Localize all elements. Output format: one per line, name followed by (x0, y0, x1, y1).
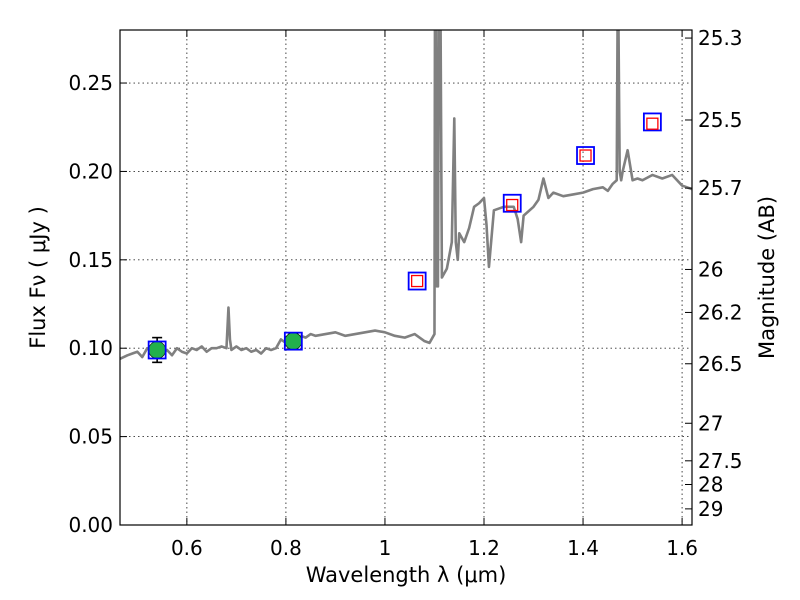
photometry-point (284, 332, 303, 350)
y-tick-label: 0.20 (68, 159, 113, 183)
mag-tick-label: 26.2 (698, 300, 743, 324)
observed-box-marker (506, 198, 519, 212)
model-box-marker (407, 271, 427, 291)
y-tick-label: 0.10 (68, 336, 113, 360)
mag-tick-label: 27.5 (698, 449, 743, 473)
y2-axis-label: Magnitude (AB) (755, 196, 779, 359)
y-axis-label: Flux Fν ( μJy ) (26, 206, 50, 349)
mag-tick-label: 28 (698, 472, 723, 496)
mag-tick-label: 26 (698, 257, 723, 281)
plot-frame (119, 29, 693, 526)
spectrum-layer (120, 30, 692, 360)
observed-box-marker (410, 274, 424, 288)
x-tick-label: 0.6 (171, 536, 203, 560)
x-tick-label: 1.6 (666, 536, 698, 560)
model-box-marker (283, 331, 303, 351)
mag-tick-label: 25.7 (698, 176, 743, 200)
x-tick-label: 0.8 (270, 536, 302, 560)
x-axis-label: Wavelength λ (μm) (306, 563, 507, 587)
x-tick-label: 1 (379, 536, 392, 560)
photometry-point (148, 341, 166, 359)
y-tick-label: 0.15 (68, 248, 113, 272)
model-box-marker (502, 193, 522, 213)
mag-tick-label: 27 (698, 411, 723, 435)
observed-box-marker (579, 149, 592, 162)
x-tick-label: 1.4 (567, 536, 599, 560)
model-box-marker (576, 146, 595, 165)
model-box-marker (147, 340, 167, 360)
y-tick-label: 0.25 (68, 71, 113, 95)
grid-layer (120, 30, 692, 526)
y-tick-label: 0.05 (68, 425, 113, 449)
spectrum-line (120, 30, 692, 360)
mag-tick-label: 26.5 (698, 352, 743, 376)
model-box-marker (642, 112, 662, 132)
ticks-layer: 0.6 0.8 1 1.2 1.4 1.6 0.00 0.05 0.10 0.15 0.20 0.25… (68, 26, 742, 560)
mag-tick-label: 25.3 (698, 26, 743, 50)
mag-tick-label: 29 (698, 497, 723, 521)
x-tick-label: 1.2 (468, 536, 500, 560)
observed-box-marker (646, 117, 659, 130)
y-tick-label: 0.00 (68, 513, 113, 537)
markers-layer (147, 112, 662, 364)
mag-tick-label: 25.5 (698, 108, 743, 132)
